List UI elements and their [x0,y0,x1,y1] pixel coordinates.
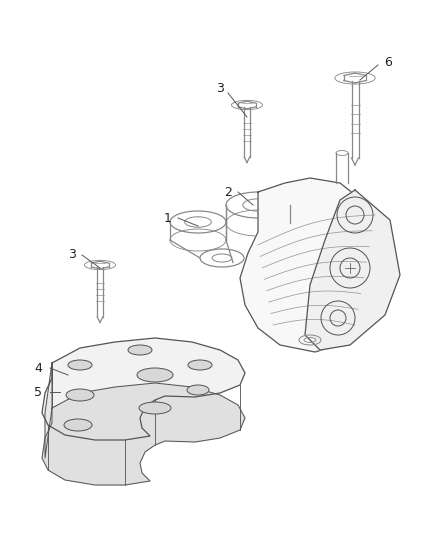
Ellipse shape [139,402,171,414]
Ellipse shape [188,360,212,370]
Text: 2: 2 [224,185,232,198]
Polygon shape [42,383,245,485]
Text: 1: 1 [164,212,172,224]
Ellipse shape [68,360,92,370]
Ellipse shape [137,368,173,382]
Ellipse shape [64,419,92,431]
Polygon shape [240,178,398,352]
Ellipse shape [66,389,94,401]
Text: 5: 5 [34,385,42,399]
Ellipse shape [128,345,152,355]
Polygon shape [42,338,245,440]
Text: 6: 6 [384,55,392,69]
Text: 3: 3 [68,248,76,262]
Polygon shape [45,363,52,458]
Text: 4: 4 [34,361,42,375]
Text: 3: 3 [216,82,224,94]
Polygon shape [305,190,400,350]
Ellipse shape [187,385,209,395]
